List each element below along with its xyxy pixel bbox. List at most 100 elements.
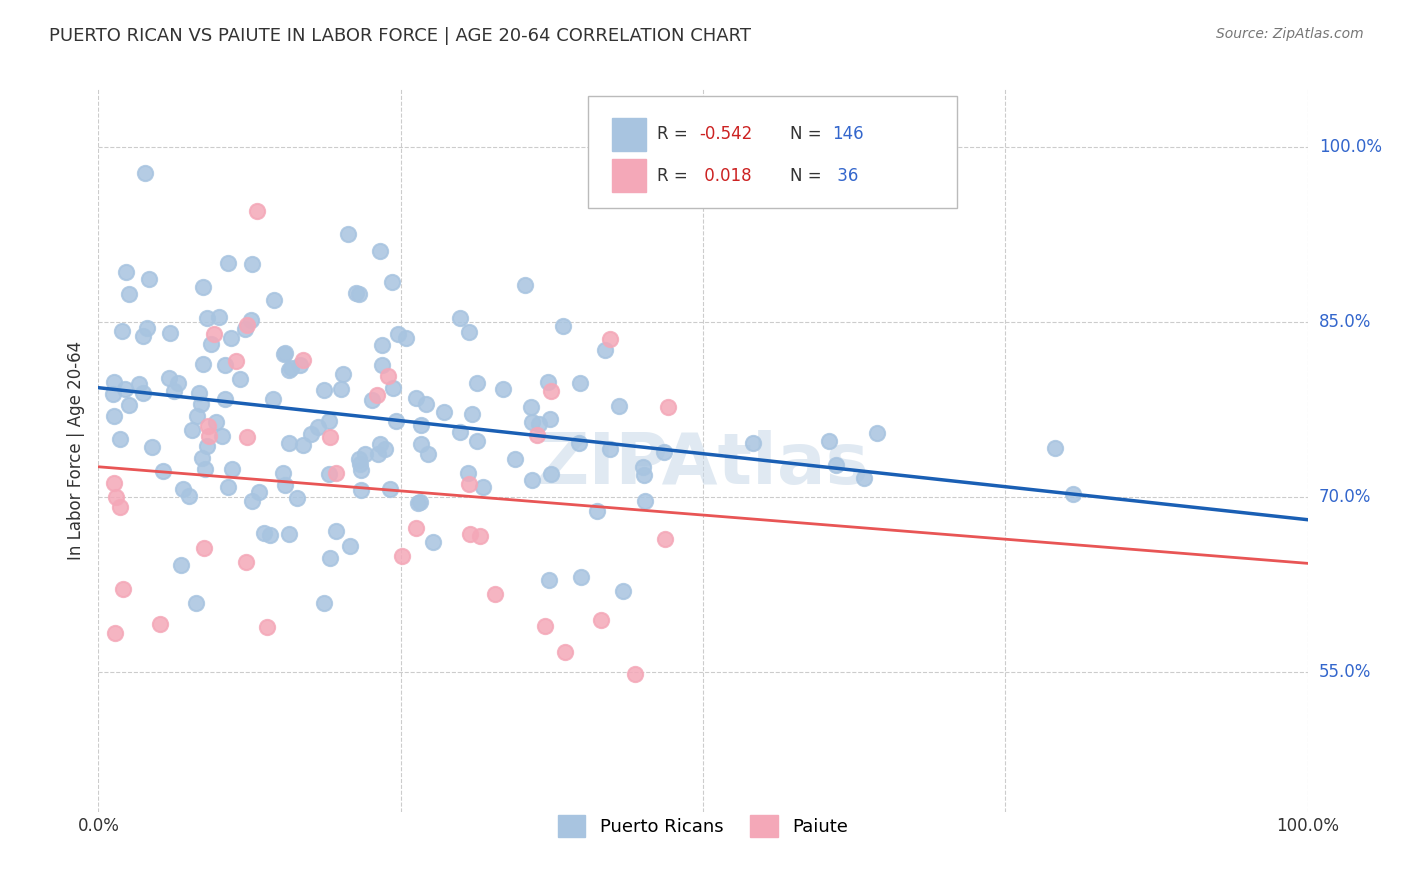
Text: PUERTO RICAN VS PAIUTE IN LABOR FORCE | AGE 20-64 CORRELATION CHART: PUERTO RICAN VS PAIUTE IN LABOR FORCE | … bbox=[49, 27, 751, 45]
Point bbox=[273, 346, 295, 360]
Point bbox=[197, 429, 219, 443]
Point bbox=[411, 436, 433, 450]
Point bbox=[172, 482, 194, 496]
Point bbox=[193, 541, 215, 555]
Point bbox=[472, 480, 495, 494]
Text: 0.018: 0.018 bbox=[699, 167, 752, 185]
Text: 36: 36 bbox=[832, 167, 859, 185]
Point bbox=[280, 361, 302, 376]
Point bbox=[291, 438, 314, 452]
Point bbox=[132, 385, 155, 400]
Point bbox=[262, 392, 284, 407]
Point bbox=[235, 555, 257, 569]
Text: 70.0%: 70.0% bbox=[1319, 488, 1371, 506]
Point bbox=[101, 387, 124, 401]
Point bbox=[271, 467, 294, 481]
Point bbox=[103, 376, 125, 390]
Point bbox=[422, 535, 444, 549]
Point bbox=[159, 371, 181, 385]
Point bbox=[188, 385, 211, 400]
Point bbox=[186, 409, 208, 423]
Point bbox=[277, 527, 299, 541]
Point bbox=[112, 582, 135, 596]
Point bbox=[377, 368, 399, 383]
Text: -0.542: -0.542 bbox=[699, 125, 752, 143]
Point bbox=[349, 457, 371, 471]
Point bbox=[114, 382, 136, 396]
Point bbox=[163, 384, 186, 398]
Point bbox=[353, 447, 375, 461]
Point bbox=[247, 485, 270, 500]
Point bbox=[214, 392, 236, 406]
Text: N =: N = bbox=[790, 167, 827, 185]
Point bbox=[503, 452, 526, 467]
Point bbox=[325, 467, 347, 481]
Point bbox=[159, 326, 181, 341]
Point bbox=[104, 490, 127, 504]
Point bbox=[449, 310, 471, 325]
Point bbox=[526, 428, 548, 442]
Point bbox=[217, 480, 239, 494]
Point bbox=[256, 620, 278, 634]
Text: 55.0%: 55.0% bbox=[1319, 663, 1371, 681]
Point bbox=[204, 415, 226, 429]
Point bbox=[329, 382, 352, 396]
Point bbox=[391, 549, 413, 563]
Point bbox=[470, 529, 492, 543]
Point bbox=[458, 325, 481, 339]
Point bbox=[190, 396, 212, 410]
Point bbox=[288, 358, 311, 372]
Point bbox=[853, 471, 876, 485]
Point bbox=[569, 376, 592, 391]
Point bbox=[591, 613, 613, 627]
Bar bbox=[613, 160, 647, 192]
Point bbox=[418, 447, 440, 461]
Point bbox=[460, 407, 482, 421]
Point bbox=[200, 336, 222, 351]
Point bbox=[194, 461, 217, 475]
Point bbox=[350, 463, 373, 477]
Point bbox=[177, 489, 200, 503]
Point bbox=[484, 586, 506, 600]
Point bbox=[319, 430, 342, 444]
Point bbox=[108, 500, 131, 514]
Point bbox=[585, 504, 607, 518]
Point bbox=[492, 383, 515, 397]
Point bbox=[520, 400, 543, 414]
Point bbox=[253, 526, 276, 541]
Point bbox=[347, 452, 370, 467]
Point bbox=[406, 496, 429, 510]
Point bbox=[382, 381, 405, 395]
Text: 100.0%: 100.0% bbox=[1319, 138, 1382, 156]
Point bbox=[385, 414, 408, 428]
Point bbox=[318, 467, 340, 482]
Point bbox=[111, 324, 134, 338]
Point bbox=[1043, 441, 1066, 455]
Point bbox=[339, 539, 361, 553]
Point bbox=[433, 405, 456, 419]
Point bbox=[103, 409, 125, 423]
Text: R =: R = bbox=[657, 125, 693, 143]
Point bbox=[103, 475, 125, 490]
Point bbox=[370, 436, 392, 450]
Point bbox=[291, 353, 314, 368]
Point bbox=[132, 328, 155, 343]
Point bbox=[166, 376, 188, 390]
Point bbox=[367, 447, 389, 461]
Point bbox=[240, 493, 263, 508]
Point bbox=[135, 321, 157, 335]
Point bbox=[465, 434, 488, 448]
Point bbox=[370, 337, 392, 351]
Point bbox=[285, 491, 308, 505]
Point bbox=[134, 165, 156, 179]
Point bbox=[225, 354, 247, 368]
Point bbox=[538, 412, 561, 426]
Text: Source: ZipAtlas.com: Source: ZipAtlas.com bbox=[1216, 27, 1364, 41]
Point bbox=[228, 372, 250, 386]
Point bbox=[197, 418, 219, 433]
Point bbox=[299, 426, 322, 441]
Point bbox=[221, 462, 243, 476]
Point bbox=[197, 439, 219, 453]
Point bbox=[449, 425, 471, 439]
Point bbox=[108, 433, 131, 447]
